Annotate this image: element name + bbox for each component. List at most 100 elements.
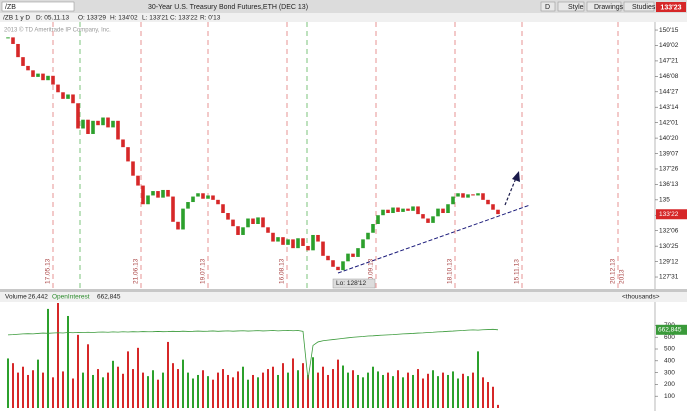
candle — [141, 185, 145, 205]
toolbar-top — [0, 0, 687, 13]
y-tick-label: 147'21 — [659, 58, 679, 65]
volume-bar — [287, 372, 289, 408]
volume-bar — [207, 376, 209, 408]
button-label: D — [545, 4, 550, 11]
volume-bar — [217, 372, 219, 408]
button[interactable] — [540, 1, 556, 12]
y-tick-label: 100 — [664, 393, 675, 400]
volume-bar — [267, 369, 269, 408]
candle — [441, 208, 445, 214]
volume-bar — [102, 377, 104, 408]
last-price-box — [656, 2, 686, 12]
candle — [476, 193, 480, 196]
arrow-head — [512, 171, 520, 182]
volume-bar — [312, 357, 314, 408]
candle — [81, 119, 85, 129]
button[interactable] — [557, 1, 585, 12]
candle — [66, 94, 70, 99]
y-tick-label: 142'01 — [659, 119, 679, 126]
candle — [266, 227, 270, 233]
oi-value: 662,845 — [97, 294, 121, 301]
candle — [426, 218, 430, 223]
oi-tag-label: 662,845 — [658, 327, 682, 334]
candle — [11, 37, 15, 44]
candle — [286, 239, 290, 245]
candle — [381, 209, 385, 216]
y-tick-label: 600 — [664, 334, 675, 341]
oi-tag — [656, 324, 687, 335]
candle — [296, 238, 300, 249]
volume-bar — [132, 369, 134, 408]
unit-label: <thousands> — [622, 294, 660, 301]
volume-bar — [147, 376, 149, 408]
last-tag — [656, 209, 687, 220]
candle — [481, 193, 485, 200]
volume-bar — [27, 374, 29, 408]
volume-bar — [202, 370, 204, 408]
symbol-input[interactable] — [1, 1, 75, 12]
y-tick-label: 400 — [664, 358, 675, 365]
candle — [71, 94, 75, 104]
candle — [46, 75, 50, 81]
y-tick-label: 135 — [659, 197, 670, 204]
candle — [176, 221, 180, 230]
volume-bar — [12, 363, 14, 408]
candle — [201, 193, 205, 199]
volume-bar — [112, 360, 114, 408]
volume-bar — [487, 382, 489, 408]
volume-bar — [292, 358, 294, 408]
volume-bar — [52, 377, 54, 408]
button[interactable] — [586, 1, 622, 12]
date-label: 21.06.13 — [133, 258, 140, 284]
bar-high: H: 134'02 — [110, 15, 138, 22]
button[interactable] — [623, 1, 655, 12]
candle — [156, 191, 160, 198]
volume-bar — [402, 377, 404, 408]
candle — [361, 239, 365, 249]
volume-bar — [17, 372, 19, 408]
candle — [96, 120, 100, 126]
date-label: 16.08.13 — [279, 258, 286, 284]
volume-bar — [417, 369, 419, 408]
open-interest-line — [7, 328, 499, 380]
candle — [281, 237, 285, 245]
y-tick-label: 130'25 — [659, 243, 679, 250]
candle — [251, 218, 255, 224]
date-label: 20.09.13 — [368, 258, 375, 284]
volume-bar — [187, 372, 189, 408]
candle — [276, 237, 280, 242]
y-tick-label: 143'14 — [659, 104, 679, 111]
volume-bar — [317, 372, 319, 408]
button-label: Style — [568, 4, 584, 11]
info-bar — [0, 13, 687, 22]
candle — [496, 209, 500, 215]
watermark: 2013 © TD Ameritrade IP Company, Inc. — [4, 27, 111, 34]
candle — [291, 239, 295, 249]
candle — [61, 92, 65, 99]
y-tick-label: 136'13 — [659, 181, 679, 188]
volume-bar — [447, 374, 449, 408]
volume-bar — [192, 378, 194, 408]
volume-bar — [227, 374, 229, 408]
volume-bar — [382, 374, 384, 408]
bar-open: O: 133'29 — [78, 15, 106, 22]
volume-bar — [467, 376, 469, 408]
volume-bar — [482, 377, 484, 408]
candle — [221, 204, 225, 214]
volume-bar — [327, 374, 329, 408]
candle — [226, 213, 230, 220]
volume-bar — [232, 377, 234, 408]
volume-bar — [367, 372, 369, 408]
candle — [326, 255, 330, 261]
candle — [136, 175, 140, 186]
chart-label: /ZB 1 y D — [3, 15, 30, 22]
candle — [341, 261, 345, 271]
oi-title: OpenInterest — [52, 294, 90, 301]
candle — [406, 208, 410, 211]
volume-bar — [152, 370, 154, 408]
volume-bar — [302, 363, 304, 408]
volume-bar — [237, 371, 239, 408]
volume-bar — [422, 378, 424, 408]
volume-bar — [492, 386, 494, 408]
